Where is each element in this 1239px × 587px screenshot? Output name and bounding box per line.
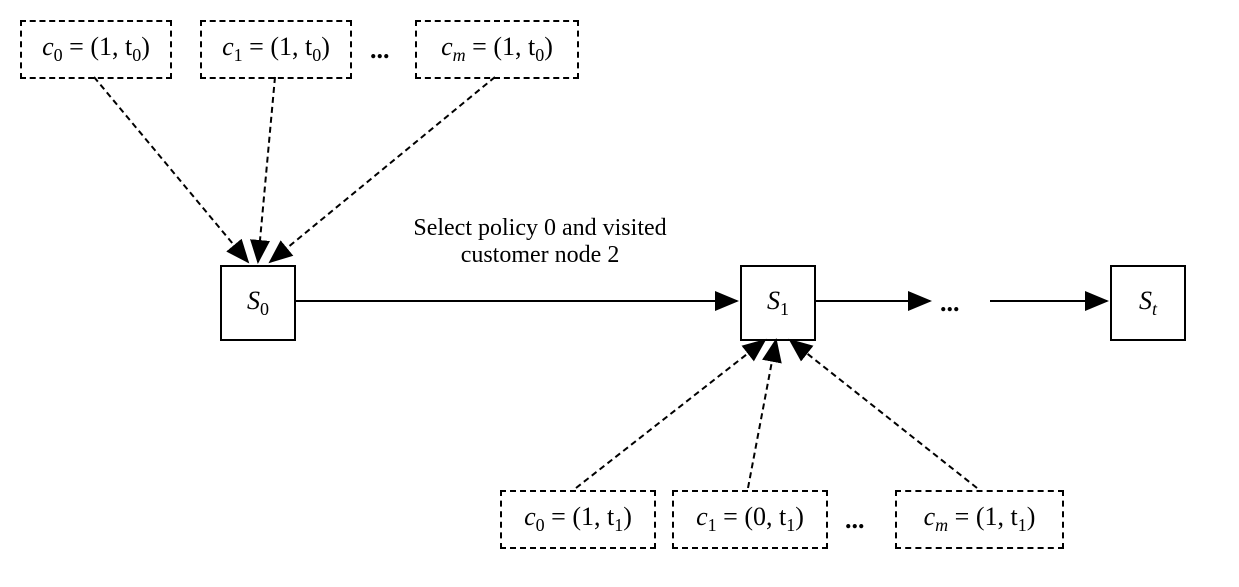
arrow-bc0-s1 xyxy=(576,340,765,488)
arrow-c0-s0 xyxy=(94,77,248,262)
arrow-c1-s0 xyxy=(258,77,275,262)
arrow-bc1-s1 xyxy=(748,340,776,488)
arrows-layer xyxy=(0,0,1239,587)
arrow-bcm-s1 xyxy=(790,340,977,488)
arrow-cm-s0 xyxy=(270,77,495,262)
